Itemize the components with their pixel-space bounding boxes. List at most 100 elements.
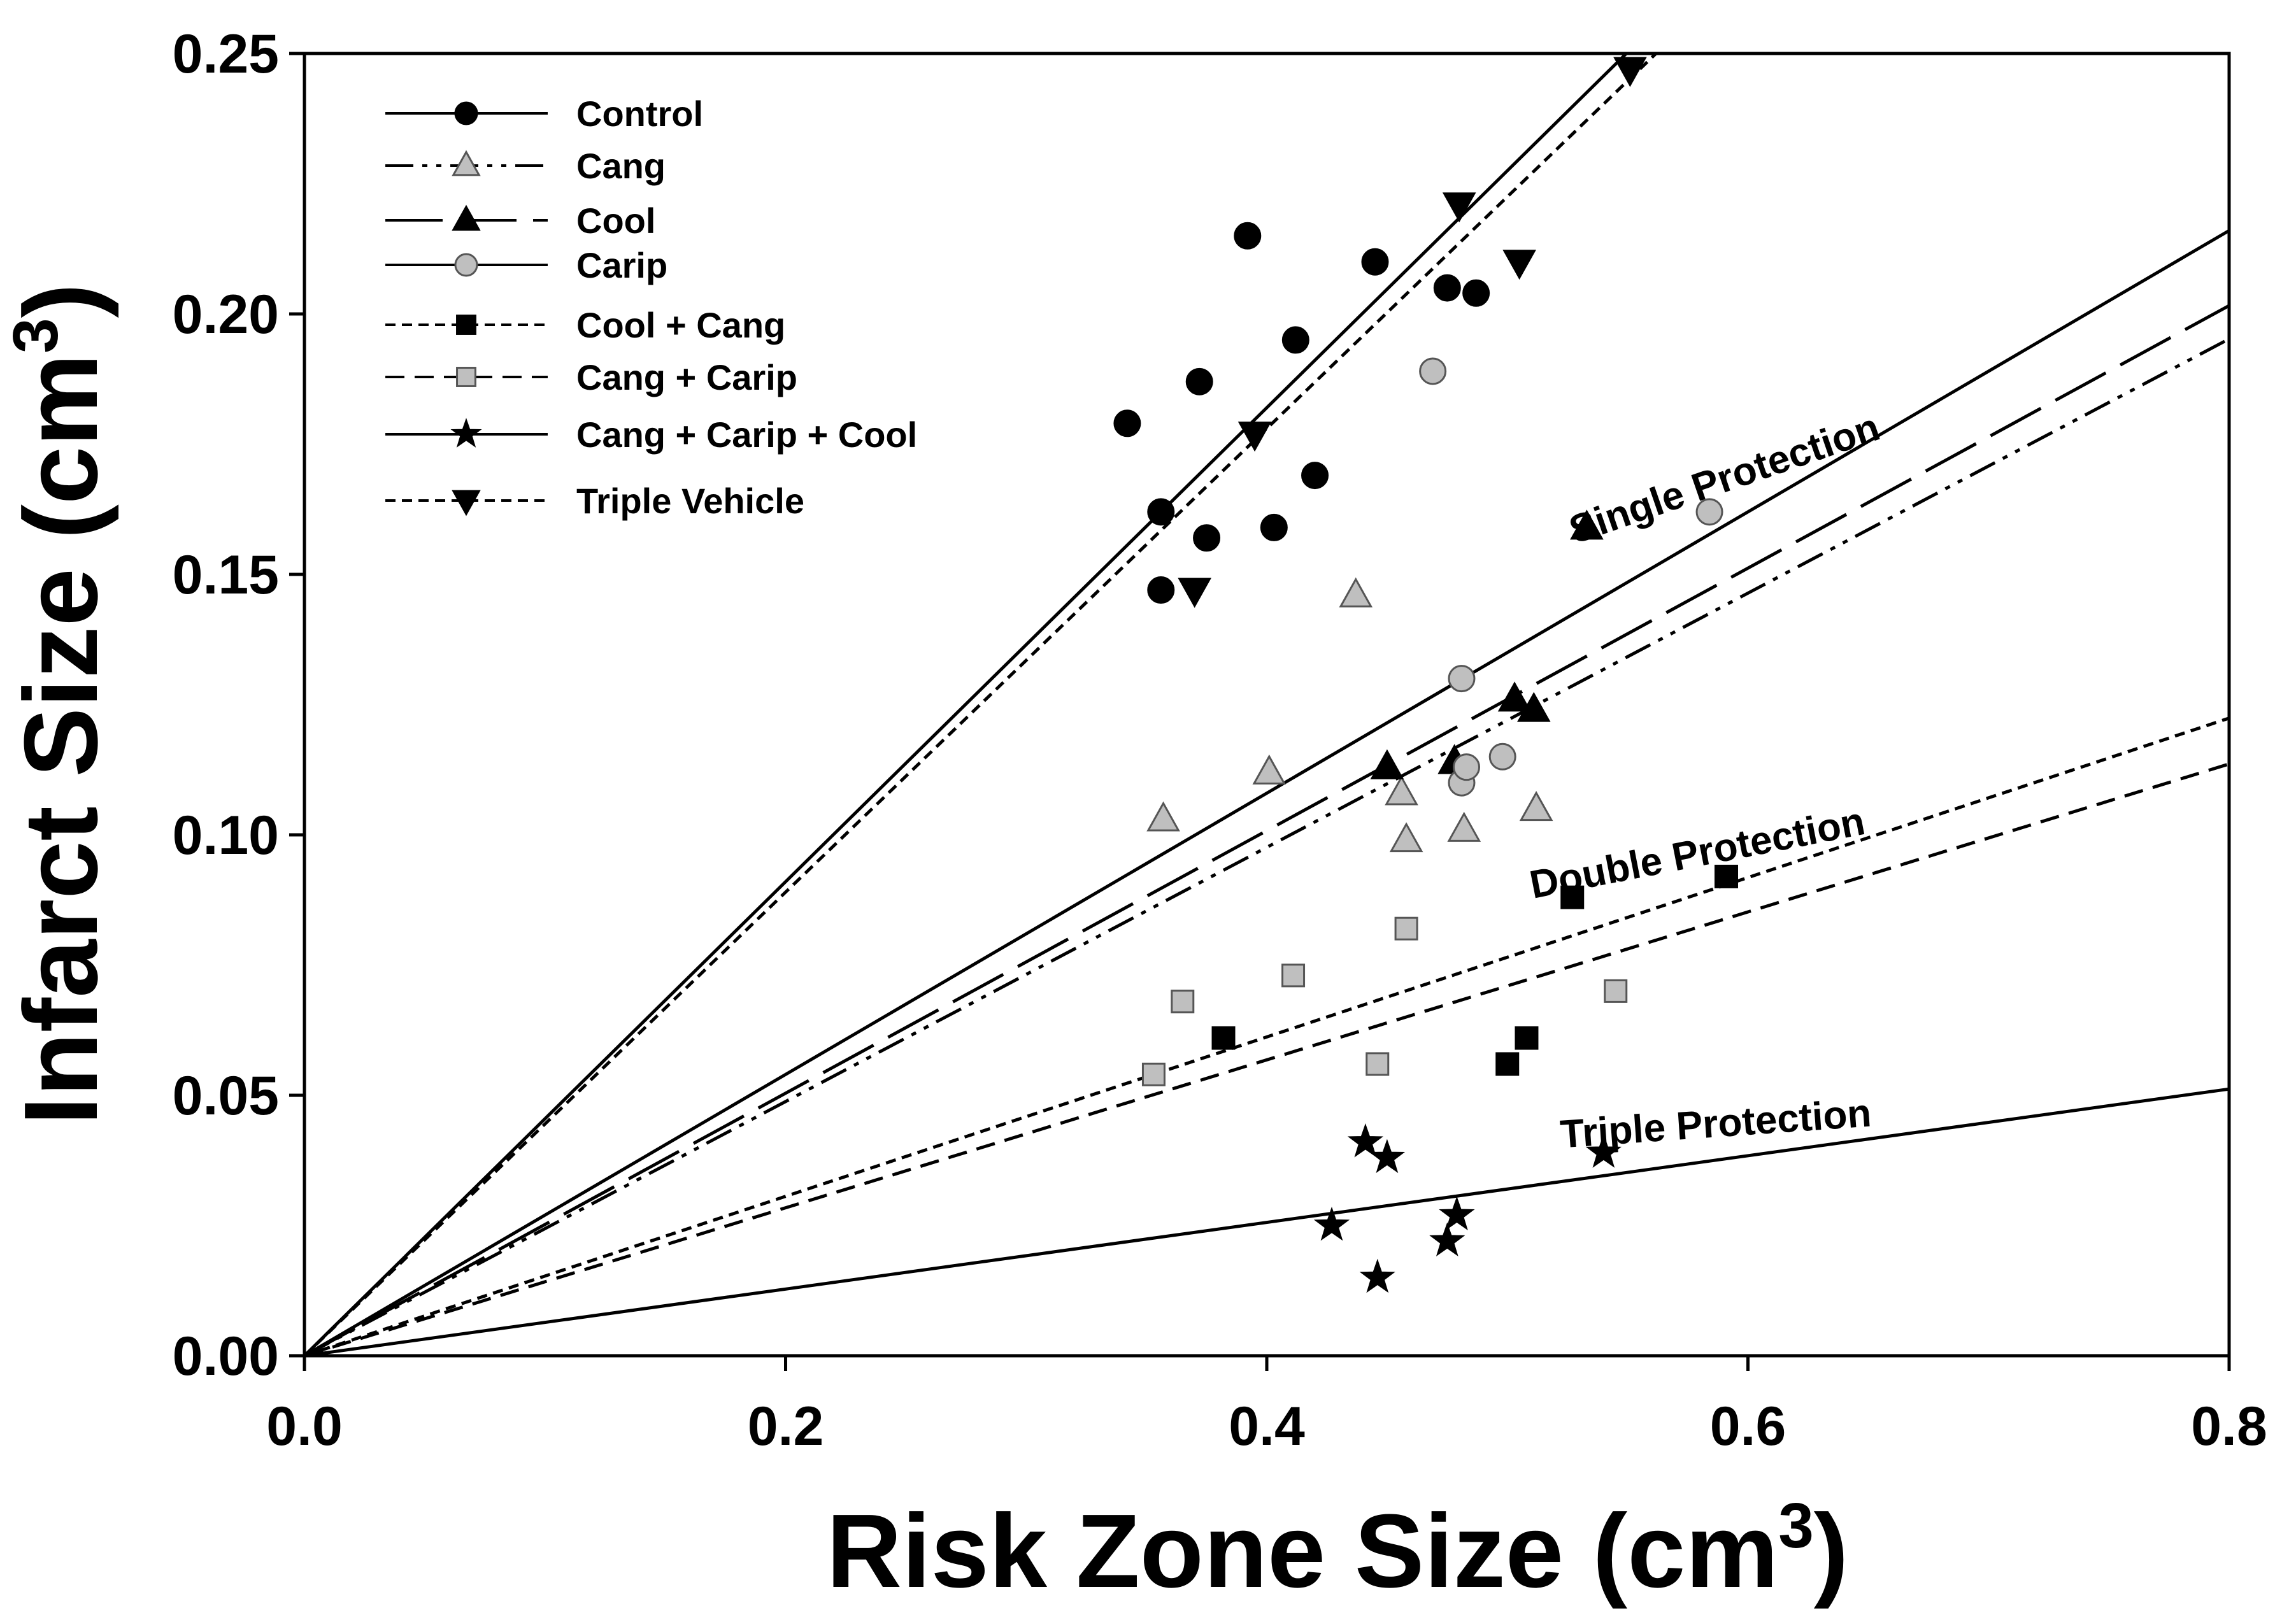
data-point — [1433, 274, 1461, 302]
data-point — [1585, 1133, 1622, 1168]
data-point — [1211, 1026, 1236, 1050]
data-point — [1560, 885, 1585, 909]
data-point — [1516, 692, 1551, 722]
fit-line — [303, 304, 2230, 1358]
data-point — [1570, 509, 1604, 540]
data-point — [1442, 192, 1476, 223]
data-point — [1495, 1052, 1520, 1076]
data-point — [1429, 1222, 1465, 1257]
protection-annotation: Triple Protection — [1559, 1091, 1873, 1157]
data-point — [1234, 222, 1262, 250]
x-axis-title-close: ) — [1814, 1493, 1849, 1609]
x-axis-title-main: Risk Zone Size (cm — [827, 1493, 1779, 1609]
data-point — [1613, 57, 1647, 87]
y-axis-title-main: Infarct Size (cm — [3, 353, 119, 1125]
fit-line — [303, 229, 2230, 1358]
x-tick-label: 0.8 — [2191, 1396, 2267, 1457]
y-tick-label: 0.05 — [173, 1065, 279, 1126]
data-point — [1193, 524, 1221, 552]
legend-marker — [454, 253, 478, 277]
data-point — [1365, 1052, 1390, 1076]
legend-label: Cool — [576, 201, 655, 241]
data-point — [1419, 357, 1447, 385]
data-point — [1497, 681, 1532, 712]
data-point — [1185, 367, 1213, 395]
data-point — [1453, 753, 1481, 781]
data-point — [1389, 822, 1423, 853]
legend-label: Cang + Carip + Cool — [576, 415, 917, 455]
x-tick-label: 0.6 — [1710, 1396, 1786, 1457]
legend-marker — [450, 418, 482, 448]
legend-label: Cang + Carip — [576, 357, 797, 397]
x-axis-title-superscript: 3 — [1778, 1490, 1814, 1561]
fit-lines — [303, 52, 2230, 1358]
data-point — [1141, 1062, 1166, 1086]
data-point — [1369, 1139, 1406, 1174]
x-tick-label: 0.2 — [748, 1396, 824, 1457]
y-tick-label: 0.00 — [173, 1326, 279, 1387]
data-point — [1281, 326, 1309, 354]
legend-marker — [454, 101, 478, 125]
fit-line — [303, 52, 1657, 1357]
x-tick-label: 0.4 — [1229, 1396, 1305, 1457]
data-point — [1519, 791, 1553, 821]
data-point — [1359, 1258, 1395, 1293]
legend-marker — [452, 150, 481, 176]
x-tick-label: 0.0 — [266, 1396, 343, 1457]
data-point — [1260, 513, 1288, 541]
data-points — [1113, 57, 1739, 1293]
legend-marker — [456, 315, 476, 335]
data-point — [1301, 462, 1329, 490]
legend-marker — [452, 204, 481, 231]
x-axis-title: Risk Zone Size (cm3) — [827, 1490, 1849, 1609]
legend-label: Control — [576, 94, 703, 134]
data-point — [1385, 775, 1418, 806]
fit-line — [303, 338, 2230, 1358]
y-tick-label: 0.20 — [173, 284, 279, 345]
data-point — [1281, 963, 1306, 988]
data-point — [1394, 916, 1418, 941]
y-tick-label: 0.10 — [173, 805, 279, 866]
protection-annotation: Single Protection — [1564, 405, 1885, 552]
legend-label: Carip — [576, 245, 667, 285]
data-point — [1237, 422, 1272, 452]
data-point — [1339, 577, 1373, 608]
legend-label: Cool + Cang — [576, 305, 785, 345]
data-point — [1178, 578, 1211, 608]
legend-label: Cang — [576, 146, 666, 186]
data-point — [1252, 754, 1287, 785]
data-point — [1502, 250, 1536, 280]
data-point — [1604, 979, 1628, 1003]
data-point — [1147, 576, 1175, 604]
data-point — [1447, 811, 1481, 842]
axis-ticks: 0.0 0.2 0.4 0.6 0.8 0.00 0.05 0.10 0.15 0.20 0.25 — [173, 24, 2267, 1457]
data-point — [1370, 749, 1404, 779]
legend-marker — [456, 367, 476, 387]
y-axis-title: Infarct Size (cm3) — [0, 283, 119, 1125]
legend-marker — [452, 490, 481, 516]
y-axis-title-close: ) — [3, 283, 119, 318]
data-point — [1361, 248, 1389, 276]
fit-line — [304, 762, 2230, 1358]
fit-line — [303, 52, 1628, 1357]
fit-line — [304, 716, 2230, 1358]
y-tick-label: 0.25 — [173, 24, 279, 85]
data-point — [1147, 498, 1175, 526]
data-point — [1695, 498, 1723, 526]
data-point — [1113, 409, 1141, 437]
data-point — [1313, 1206, 1350, 1241]
data-point — [1488, 742, 1516, 771]
data-point — [1171, 990, 1195, 1014]
y-tick-label: 0.15 — [173, 544, 279, 606]
data-point — [1448, 665, 1476, 693]
data-point — [1462, 279, 1490, 307]
data-point — [1439, 1196, 1475, 1231]
data-point — [1146, 801, 1180, 832]
legend-label: Triple Vehicle — [576, 481, 804, 521]
data-point — [1347, 1123, 1384, 1158]
y-axis-title-superscript: 3 — [0, 318, 71, 353]
fit-line — [304, 1087, 2230, 1358]
data-point — [1515, 1026, 1539, 1050]
